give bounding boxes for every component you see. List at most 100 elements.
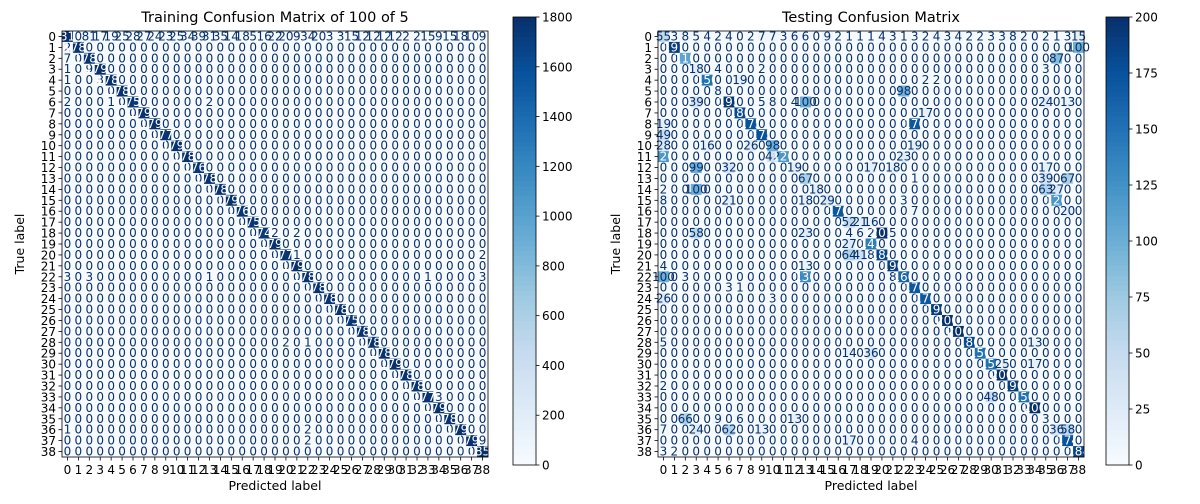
colorbar-segment	[513, 455, 536, 460]
cell-value-label: 0	[162, 445, 170, 459]
colorbar-segment	[513, 146, 536, 151]
colorbar-segment	[513, 435, 536, 440]
colorbar-segment	[513, 336, 536, 341]
colorbar-segment	[513, 326, 536, 331]
colorbar-segment	[513, 341, 536, 346]
x-tick-label: 3	[96, 463, 104, 477]
colorbar-segment	[513, 301, 536, 306]
colorbar-segment	[513, 42, 536, 47]
colorbar-segment	[513, 281, 536, 286]
x-tick-label: 6	[129, 463, 137, 477]
colorbar-segment	[513, 226, 536, 231]
colorbar-tick-label: 1800	[542, 11, 573, 25]
cell-value-label: 0	[326, 445, 334, 459]
x-tick-label: 7	[140, 463, 148, 477]
cell-value-label: 0	[206, 445, 214, 459]
colorbar-segment	[513, 52, 536, 57]
colorbar-segment	[513, 37, 536, 42]
colorbar-segment	[513, 440, 536, 445]
colorbar-segment	[513, 445, 536, 450]
colorbar-segment	[513, 296, 536, 301]
cell-value-label: 0	[435, 445, 443, 459]
colorbar-segment	[513, 251, 536, 256]
cell-value-label: 0	[173, 445, 181, 459]
cell-value-label: 0	[195, 445, 203, 459]
colorbar-segment	[513, 127, 536, 132]
cell-value-label: 0	[413, 445, 421, 459]
cell-value-label: 0	[75, 445, 83, 459]
colorbar-segment	[513, 32, 536, 37]
colorbar-segment	[513, 286, 536, 291]
cell-value-label: 0	[293, 445, 301, 459]
x-tick-label: 4	[107, 463, 115, 477]
colorbar-segment	[513, 390, 536, 395]
cell-value-label: 0	[304, 445, 312, 459]
cell-value-label: 0	[184, 445, 192, 459]
colorbar-segment	[513, 385, 536, 390]
colorbar-tick-label: 0	[542, 459, 550, 473]
cell-value-label: 0	[107, 445, 115, 459]
colorbar-segment	[513, 136, 536, 141]
colorbar-segment	[513, 365, 536, 370]
cell-value-label: 0	[457, 445, 465, 459]
x-tick-label: 5	[118, 463, 126, 477]
cell-value-label: 0	[359, 445, 367, 459]
colorbar-segment	[513, 261, 536, 266]
y-axis-label: True label	[12, 214, 27, 276]
colorbar-segment	[513, 291, 536, 296]
colorbar-segment	[513, 102, 536, 107]
colorbar-segment	[513, 360, 536, 365]
colorbar-segment	[513, 176, 536, 181]
colorbar-segment	[513, 420, 536, 425]
colorbar-tick-label: 400	[542, 359, 565, 373]
x-tick-label: 8	[151, 463, 159, 477]
colorbar-segment	[513, 201, 536, 206]
colorbar-segment	[513, 166, 536, 171]
cell-value-label: 0	[380, 445, 388, 459]
cell-value-label: 0	[64, 445, 72, 459]
colorbar-segment	[513, 107, 536, 112]
cell-value-label: 0	[282, 445, 290, 459]
colorbar-segment	[513, 156, 536, 161]
colorbar-segment	[513, 395, 536, 400]
colorbar-segment	[513, 346, 536, 351]
colorbar-segment	[513, 67, 536, 72]
colorbar-tick-label: 600	[542, 309, 565, 323]
colorbar-tick-label: 200	[542, 409, 565, 423]
colorbar-segment	[513, 17, 536, 22]
colorbar-segment	[513, 231, 536, 236]
colorbar-segment	[513, 87, 536, 92]
cell-value-label: 0	[337, 445, 345, 459]
colorbar-segment	[513, 47, 536, 52]
colorbar-segment	[513, 186, 536, 191]
colorbar-segment	[513, 92, 536, 97]
colorbar-tick-label: 800	[542, 259, 565, 273]
colorbar-segment	[513, 241, 536, 246]
x-tick-label: 2	[85, 463, 93, 477]
colorbar-segment	[513, 151, 536, 156]
colorbar-segment	[513, 276, 536, 281]
colorbar-segment	[513, 171, 536, 176]
colorbar-segment	[513, 266, 536, 271]
colorbar-segment	[513, 82, 536, 87]
x-tick-label: 38	[475, 463, 490, 477]
colorbar-segment	[513, 191, 536, 196]
colorbar-segment	[513, 221, 536, 226]
colorbar-segment	[513, 122, 536, 127]
colorbar-segment	[513, 405, 536, 410]
cell-value-label: 0	[96, 445, 104, 459]
x-tick-label: 1	[75, 463, 83, 477]
colorbar-segment	[513, 415, 536, 420]
cell-value-label: 0	[238, 445, 246, 459]
cell-value-label: 0	[424, 445, 432, 459]
colorbar-segment	[513, 97, 536, 102]
colorbar-segment	[513, 117, 536, 122]
colorbar-tick-label: 1200	[542, 160, 573, 174]
x-axis-label: Predicted label	[229, 478, 322, 493]
cell-value-label: 0	[140, 445, 148, 459]
cell-value-label: 0	[151, 445, 159, 459]
